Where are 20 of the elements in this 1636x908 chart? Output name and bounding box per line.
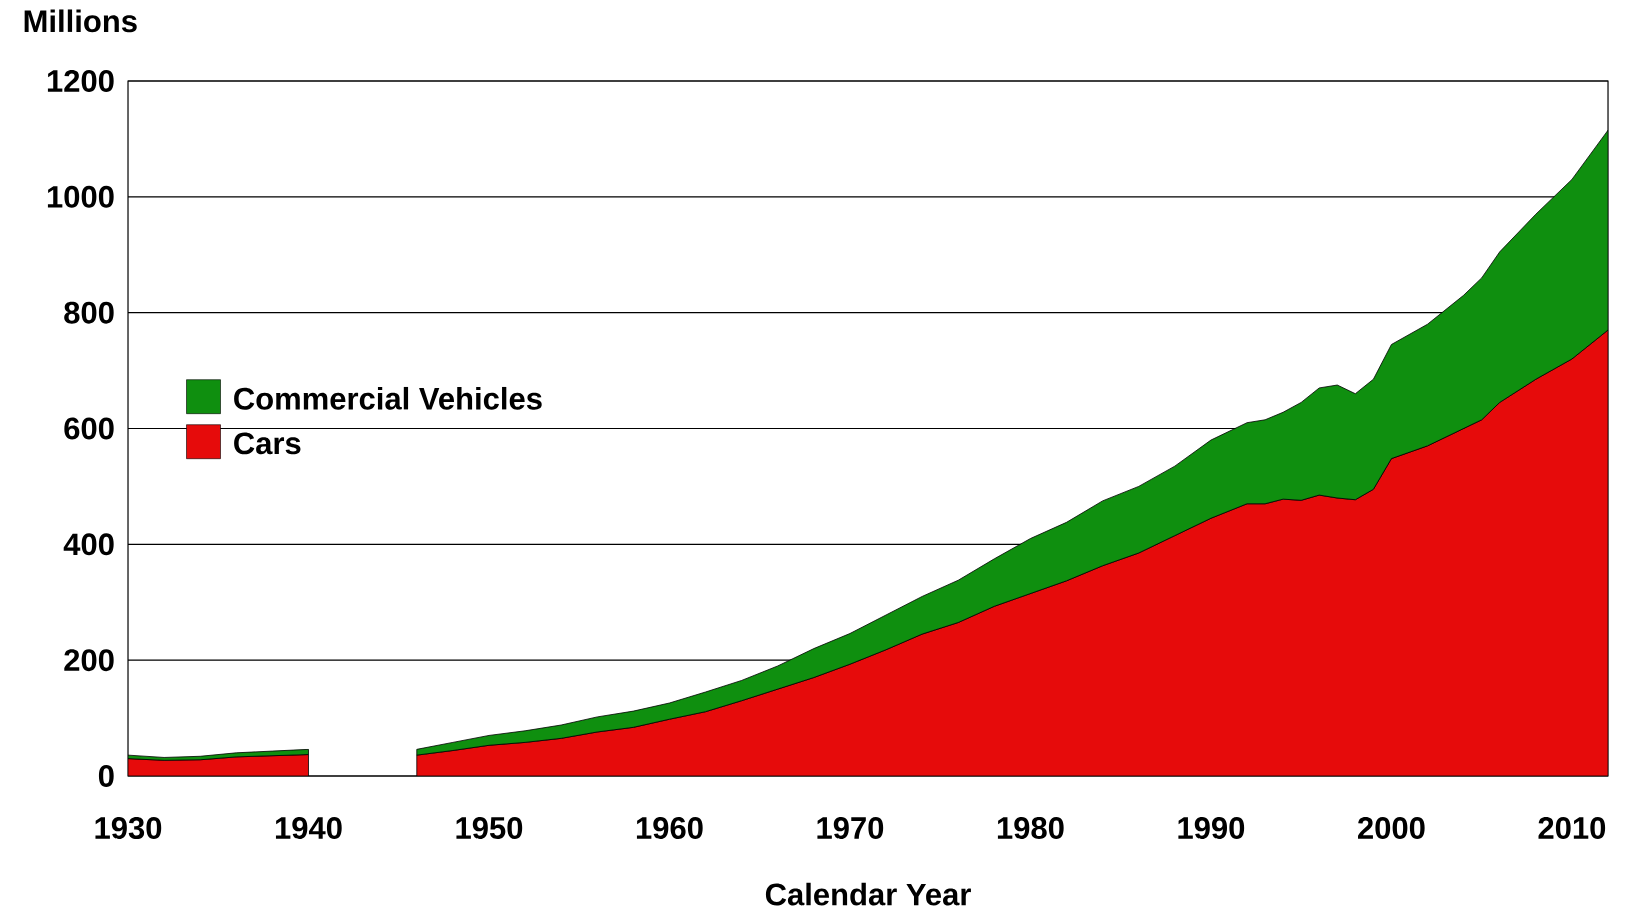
y-tick-label: 800 bbox=[64, 301, 114, 324]
x-tick-label: 1960 bbox=[636, 817, 703, 840]
legend-label: Commercial Vehicles bbox=[234, 386, 542, 410]
x-axis-title: Calendar Year bbox=[765, 882, 971, 906]
y-tick-label: 1200 bbox=[47, 70, 114, 92]
y-axis-title: Millions bbox=[24, 9, 137, 33]
legend-label: Cars bbox=[234, 432, 301, 455]
x-tick-label: 2000 bbox=[1358, 817, 1425, 840]
x-tick-label: 1950 bbox=[456, 817, 523, 840]
y-tick-label: 1000 bbox=[47, 185, 114, 208]
x-tick-label: 1990 bbox=[1178, 817, 1245, 840]
x-tick-label: 1970 bbox=[817, 817, 884, 840]
x-tick-label: 2010 bbox=[1538, 817, 1606, 840]
x-tick-label: 1980 bbox=[997, 817, 1064, 840]
y-tick-label: 0 bbox=[98, 765, 114, 787]
y-tick-label: 600 bbox=[64, 417, 114, 440]
y-tick-label: 200 bbox=[64, 649, 114, 672]
x-tick-label: 1930 bbox=[95, 817, 162, 840]
x-tick-label: 1940 bbox=[275, 817, 342, 840]
y-tick-label: 400 bbox=[63, 533, 114, 556]
